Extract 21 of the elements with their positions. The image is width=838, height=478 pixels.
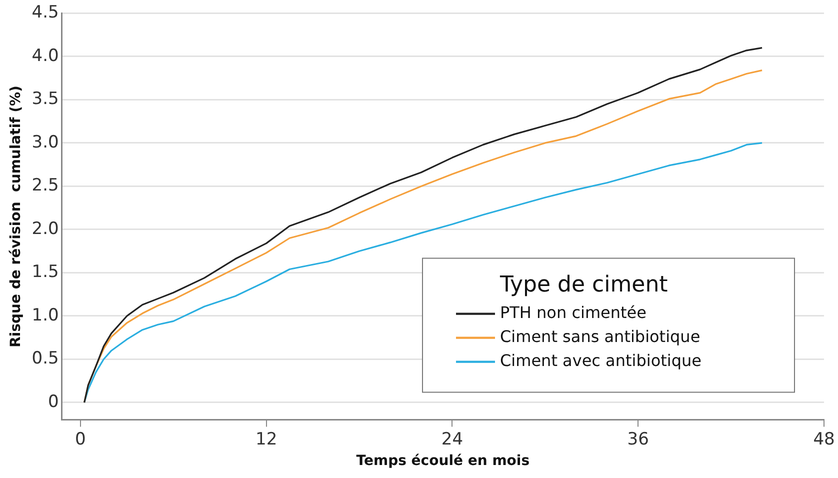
y-tick-label: 0 [48, 392, 59, 412]
legend-label: PTH non cimentée [500, 302, 646, 322]
y-tick-label: 3.0 [32, 132, 59, 152]
x-tick-label: 12 [256, 429, 278, 450]
y-axis-title: Risque de révision cumulatif (%) [8, 86, 24, 348]
y-tick-label: 1.5 [32, 262, 59, 282]
y-tick-label: 4.5 [32, 2, 59, 23]
x-tick-label: 24 [441, 429, 464, 450]
y-tick-label: 2.5 [32, 176, 59, 196]
legend-label: Ciment sans antibiotique [500, 326, 700, 346]
y-tick-label: 3.5 [32, 89, 59, 110]
x-axis-title: Temps écoulé en mois [356, 453, 530, 470]
x-tick-label: 36 [627, 429, 649, 450]
legend-label: Ciment avec antibiotique [500, 350, 702, 370]
y-tick-label: 2.0 [32, 218, 59, 239]
x-tick-label: 48 [813, 429, 835, 450]
y-tick-label: 1.0 [32, 305, 59, 326]
x-tick-label: 0 [75, 429, 86, 450]
y-tick-label: 4.0 [32, 46, 59, 66]
legend-title: Type de ciment [499, 272, 668, 298]
y-tick-label: 0.5 [32, 348, 59, 369]
